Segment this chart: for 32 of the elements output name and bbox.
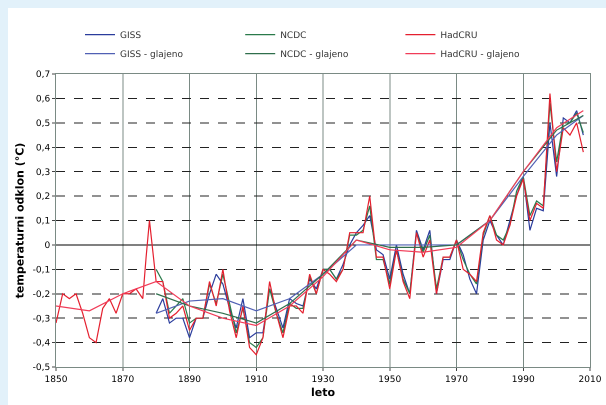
y-tick-label: 0,6 (36, 94, 50, 105)
y-tick-label: -0,1 (32, 265, 50, 276)
x-tick-label: 1990 (512, 374, 535, 385)
y-tick-label: -0,2 (32, 290, 50, 300)
y-tick-label: 0 (44, 241, 50, 252)
y-tick-label: 0,5 (36, 118, 50, 129)
y-tick-label: 0,7 (36, 70, 50, 80)
x-tick-label: 2010 (578, 374, 602, 385)
legend-label: NCDC - glajeno (280, 50, 349, 60)
legend-label: HadCRU (440, 31, 478, 42)
y-tick-label: -0,4 (32, 338, 50, 349)
x-tick-label: 1910 (244, 374, 268, 385)
legend-label: GISS - glajeno (120, 50, 184, 60)
line-series (56, 110, 584, 326)
x-tick-label: 1950 (378, 374, 402, 385)
legend-label: NCDC (280, 31, 306, 42)
y-tick-label: 0,1 (36, 216, 50, 227)
line-series (56, 92, 584, 356)
x-tick-label: 1890 (178, 374, 202, 385)
x-tick-label: 1870 (111, 374, 134, 385)
x-axis-title: leto (310, 386, 336, 399)
y-axis-title: temperaturni odklon (°C) (13, 142, 26, 298)
legend-label: GISS (120, 31, 142, 42)
y-tick-label: 0,4 (36, 143, 50, 154)
x-tick-label: 1850 (44, 374, 68, 385)
y-tick-label: -0,5 (32, 363, 50, 374)
x-tick-label: 1930 (312, 374, 335, 385)
y-tick-label: -0,3 (32, 314, 50, 324)
y-tick-label: 0,3 (36, 168, 50, 178)
x-tick-label: 1970 (445, 374, 468, 385)
y-tick-label: 0,2 (36, 192, 50, 202)
legend-label: HadCRU - glajeno (440, 50, 520, 60)
